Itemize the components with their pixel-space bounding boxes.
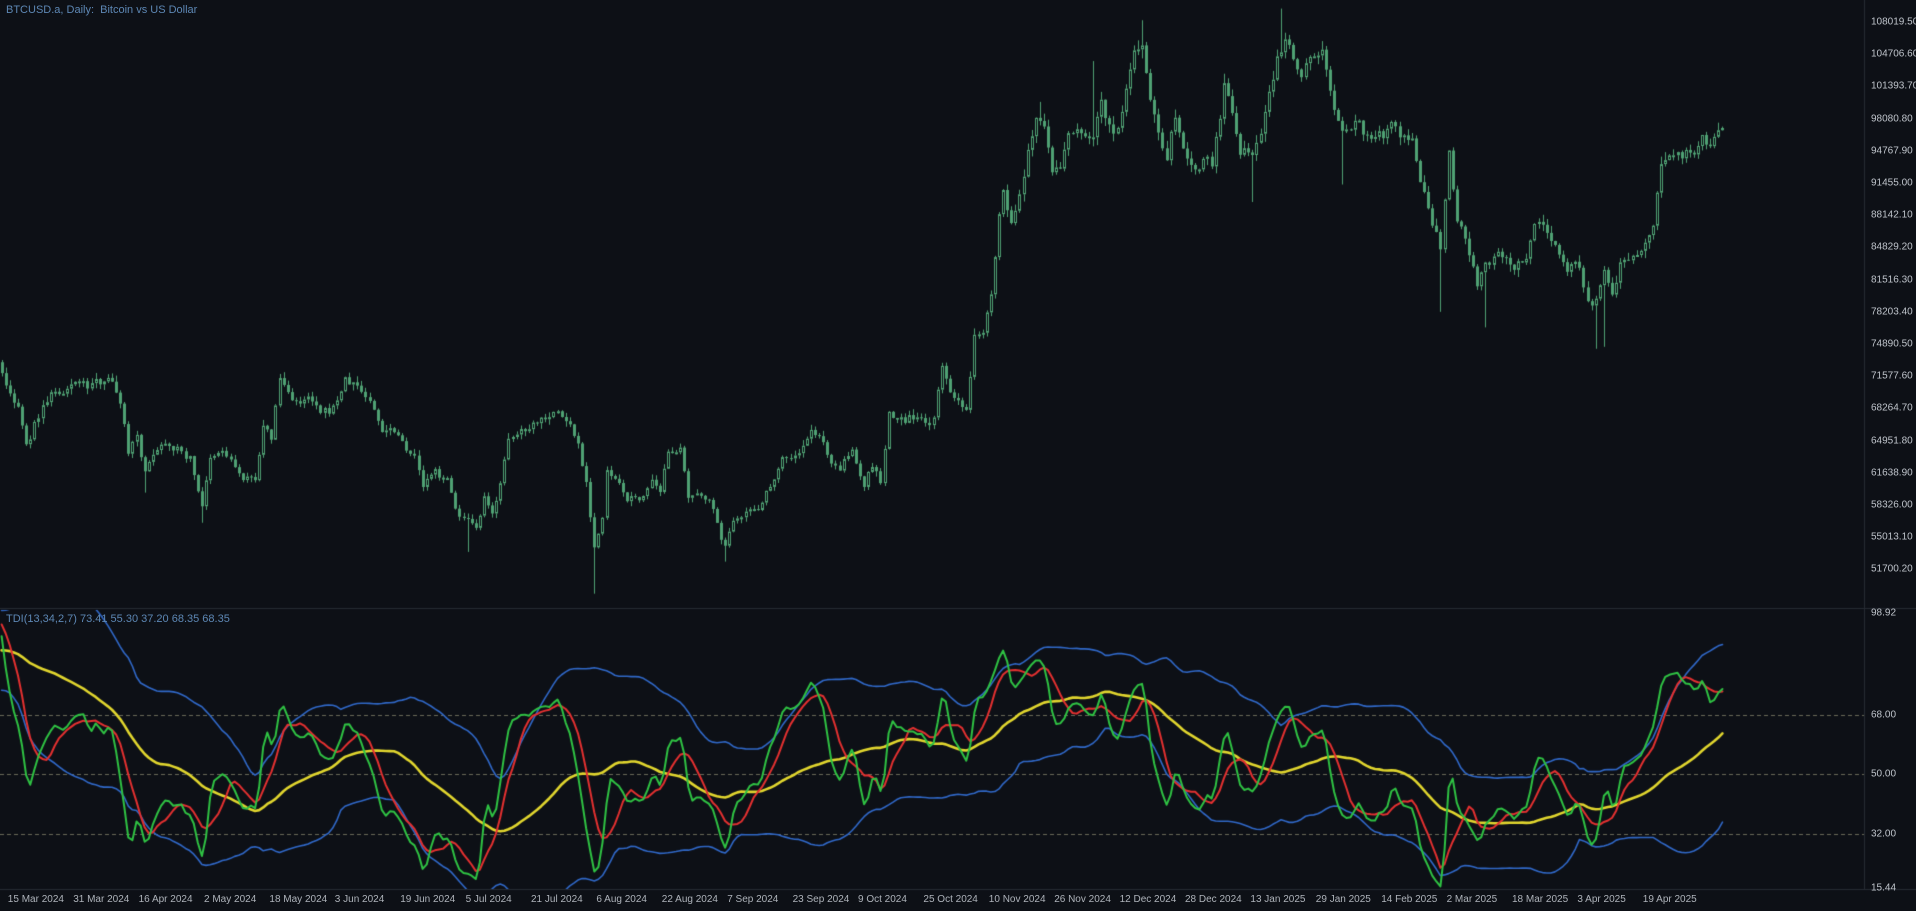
time-axis-label: 23 Sep 2024 — [792, 894, 850, 905]
time-axis-label: 31 Mar 2024 — [73, 894, 130, 905]
time-axis-label: 10 Nov 2024 — [988, 894, 1046, 905]
price-axis-label: 55013.10 — [1871, 531, 1913, 543]
chart-title: BTCUSD.a, Daily: Bitcoin vs US Dollar — [6, 4, 198, 16]
time-axis-label: 3 Apr 2025 — [1577, 894, 1626, 905]
price-axis-label: 91455.00 — [1871, 177, 1913, 189]
price-axis-label: 51700.20 — [1871, 563, 1913, 575]
price-axis-label: 94767.90 — [1871, 145, 1913, 157]
time-axis-label: 5 Jul 2024 — [465, 894, 512, 905]
time-axis-label: 13 Jan 2025 — [1250, 894, 1306, 905]
indicator-axis-label: 98.92 — [1871, 607, 1897, 619]
price-axis[interactable]: 108019.50 104706.60 101393.70 98080.80 94767… — [1864, 0, 1916, 894]
time-axis-label: 15 Mar 2024 — [7, 894, 64, 905]
price-axis-label: 104706.60 — [1871, 48, 1916, 60]
price-axis-label: 58326.00 — [1871, 499, 1913, 511]
price-axis-label: 64951.80 — [1871, 435, 1913, 447]
time-axis-label: 26 Nov 2024 — [1054, 894, 1111, 905]
time-axis-label: 14 Feb 2025 — [1381, 894, 1438, 905]
time-axis-label: 18 Mar 2025 — [1512, 894, 1569, 905]
time-axis-label: 18 May 2024 — [269, 894, 328, 905]
indicator-title: TDI(13,34,2,7) 73.41 55.30 37.20 68.35 6… — [6, 613, 230, 625]
time-axis-label: 2 May 2024 — [204, 894, 257, 905]
indicator-axis-label: 15.44 — [1871, 882, 1897, 894]
time-axis-label: 22 Aug 2024 — [661, 894, 718, 905]
time-axis-label: 16 Apr 2024 — [138, 894, 193, 905]
price-axis-label: 98080.80 — [1871, 113, 1913, 125]
time-axis-label: 12 Dec 2024 — [1119, 894, 1177, 905]
price-axis-label: 81516.30 — [1871, 274, 1913, 286]
price-axis-label: 101393.70 — [1871, 80, 1916, 92]
time-axis-label: 7 Sep 2024 — [727, 894, 779, 905]
time-axis-label: 28 Dec 2024 — [1185, 894, 1242, 905]
time-axis-label: 19 Apr 2025 — [1642, 894, 1697, 905]
time-axis-label: 9 Oct 2024 — [858, 894, 907, 905]
time-axis[interactable]: 15 Mar 2024 31 Mar 2024 16 Apr 2024 2 May 2… — [0, 890, 1916, 911]
indicator-axis-label: 50.00 — [1871, 768, 1897, 780]
price-axis-label: 74890.50 — [1871, 338, 1913, 350]
time-axis-label: 3 Jun 2024 — [334, 894, 385, 905]
price-axis-label: 71577.60 — [1871, 370, 1913, 382]
time-axis-label: 6 Aug 2024 — [596, 894, 647, 905]
time-axis-label: 29 Jan 2025 — [1315, 894, 1371, 905]
price-axis-label: 68264.70 — [1871, 402, 1913, 414]
indicator-axis-label: 68.00 — [1871, 709, 1897, 721]
price-axis-label: 84829.20 — [1871, 241, 1913, 253]
time-axis-label: 2 Mar 2025 — [1446, 894, 1498, 905]
price-axis-label: 78203.40 — [1871, 306, 1913, 318]
time-axis-label: 19 Jun 2024 — [400, 894, 456, 905]
indicator-axis-label: 32.00 — [1871, 828, 1897, 840]
time-axis-label: 25 Oct 2024 — [923, 894, 978, 905]
price-axis-label: 108019.50 — [1871, 16, 1916, 28]
price-axis-label: 88142.10 — [1871, 209, 1913, 221]
time-axis-label: 21 Jul 2024 — [531, 894, 583, 905]
price-axis-label: 61638.90 — [1871, 467, 1913, 479]
